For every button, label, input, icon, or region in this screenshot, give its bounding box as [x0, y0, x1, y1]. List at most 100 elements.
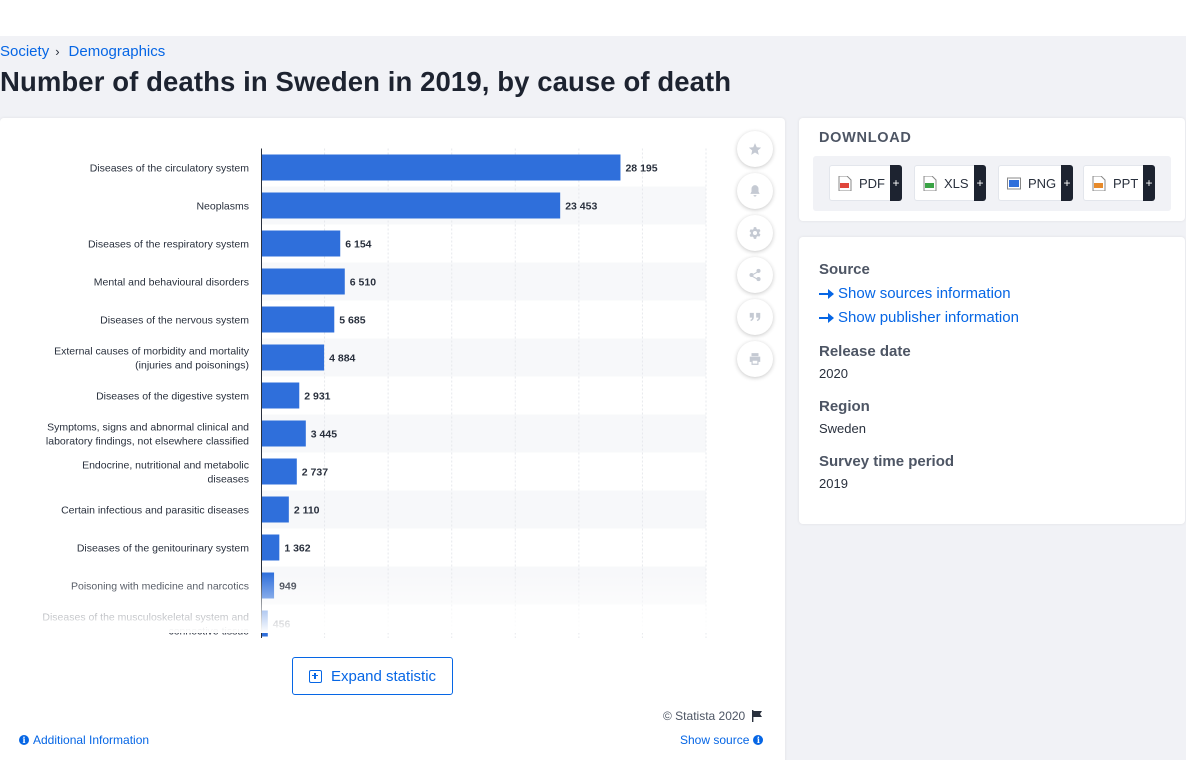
download-ppt-label: PPT: [1113, 175, 1139, 191]
bar: [262, 496, 289, 523]
bar: [262, 306, 335, 333]
download-title: DOWNLOAD: [819, 130, 912, 146]
download-png-plus[interactable]: +: [1061, 165, 1073, 201]
copyright-text: © Statista 2020: [663, 709, 746, 723]
region-title: Region: [819, 398, 870, 415]
download-pdf-plus[interactable]: +: [890, 165, 902, 201]
print-button[interactable]: [737, 341, 773, 377]
breadcrumb-separator: ›: [55, 44, 60, 59]
notification-button[interactable]: [737, 173, 773, 209]
category-label-line: Certain infectious and parasitic disease…: [61, 505, 249, 517]
show-sources-label: Show sources information: [838, 285, 1011, 302]
category-label: Diseases of the genitourinary system: [77, 543, 249, 555]
release-date-value: 2020: [819, 366, 848, 381]
category-label-line: Neoplasms: [196, 201, 249, 213]
category-label: Neoplasms: [196, 201, 249, 213]
category-label-line: Mental and behavioural disorders: [94, 277, 249, 289]
show-sources-link[interactable]: Show sources information: [819, 285, 1011, 302]
download-pdf-label: PDF: [859, 175, 885, 191]
download-card: DOWNLOAD PDF + XLS + PNG +: [799, 118, 1185, 221]
additional-information-label: Additional Information: [33, 733, 150, 747]
data-label: 4 884: [329, 353, 355, 365]
data-label: 2 931: [304, 391, 330, 403]
data-label: 3 445: [311, 429, 337, 441]
favorite-button[interactable]: [737, 131, 773, 167]
data-label: 6 510: [350, 277, 376, 289]
info-icon: i: [19, 735, 29, 745]
breadcrumb-demographics[interactable]: Demographics: [68, 43, 166, 60]
category-label-line: Diseases of the genitourinary system: [77, 543, 249, 555]
download-pdf-button[interactable]: PDF +: [829, 165, 902, 201]
bar: [262, 610, 268, 637]
pdf-file-icon: [838, 175, 852, 191]
row-band: [261, 490, 706, 529]
bar: [262, 192, 561, 219]
png-file-icon: [1007, 177, 1021, 189]
breadcrumb-society[interactable]: Society: [0, 43, 50, 60]
row-band: [261, 338, 706, 377]
settings-button[interactable]: [737, 215, 773, 251]
category-label-line: (injuries and poisonings): [135, 360, 249, 372]
share-icon: [749, 268, 761, 282]
category-label: Diseases of the respiratory system: [88, 239, 249, 251]
category-label-line: Diseases of the nervous system: [100, 315, 249, 327]
download-xls-button[interactable]: XLS +: [914, 165, 986, 201]
top-bar: [0, 0, 1186, 36]
additional-information-link[interactable]: i Additional Information: [19, 733, 149, 747]
show-publisher-link[interactable]: Show publisher information: [819, 309, 1019, 326]
bar: [262, 268, 345, 295]
category-label: Mental and behavioural disorders: [94, 277, 249, 289]
row-band: [261, 566, 706, 605]
chart-toolbar: [737, 131, 773, 383]
release-date-title: Release date: [819, 343, 911, 360]
show-source-label: Show source: [680, 733, 750, 747]
download-png-label: PNG: [1028, 175, 1057, 191]
share-button[interactable]: [737, 257, 773, 293]
survey-period-value: 2019: [819, 476, 848, 491]
bar-chart: 28 195 Diseases of the circulatory system…: [42, 148, 707, 638]
data-label: 2 737: [302, 467, 328, 479]
bar: [262, 572, 275, 599]
bar: [262, 534, 280, 561]
data-label: 949: [279, 581, 297, 593]
data-label: 1 362: [284, 543, 310, 555]
category-label-line: diseases: [208, 474, 249, 486]
download-xls-plus[interactable]: +: [974, 165, 986, 201]
flag-icon[interactable]: [751, 710, 763, 722]
bell-icon: [750, 185, 760, 197]
survey-period-title: Survey time period: [819, 453, 955, 470]
row-band: [261, 414, 706, 453]
info-icon: i: [753, 735, 764, 745]
data-label: 5 685: [339, 315, 365, 327]
bar: [262, 458, 297, 485]
show-publisher-label: Show publisher information: [838, 309, 1019, 326]
category-label: External causes of morbidity and mortali…: [54, 346, 250, 372]
bar: [262, 344, 325, 371]
show-source-link[interactable]: Show source i: [680, 733, 764, 747]
quote-icon: [749, 312, 761, 322]
category-label-line: Diseases of the musculoskeletal system a…: [42, 612, 249, 624]
category-label: Diseases of the musculoskeletal system a…: [42, 612, 249, 638]
download-ppt-plus[interactable]: +: [1143, 165, 1155, 201]
expand-statistic-button[interactable]: Expand statistic: [292, 657, 453, 695]
category-label: Diseases of the nervous system: [100, 315, 249, 327]
cite-button[interactable]: [737, 299, 773, 335]
source-card: Source Show sources information Show pub…: [799, 237, 1185, 524]
gear-icon: [749, 227, 761, 239]
category-label: Diseases of the circulatory system: [90, 163, 250, 175]
category-label: Diseases of the digestive system: [96, 391, 249, 403]
breadcrumb: Society › Demographics: [0, 43, 165, 60]
data-label: 2 110: [294, 505, 320, 517]
category-label-line: Poisoning with medicine and narcotics: [71, 581, 249, 593]
bar: [262, 382, 300, 409]
bar: [262, 154, 621, 181]
category-label-line: Diseases of the circulatory system: [90, 163, 250, 175]
data-label: 28 195: [625, 163, 657, 175]
category-label: Certain infectious and parasitic disease…: [61, 505, 249, 517]
download-png-button[interactable]: PNG +: [998, 165, 1073, 201]
download-ppt-button[interactable]: PPT +: [1083, 165, 1155, 201]
arrow-right-icon: [819, 288, 834, 299]
data-label: 456: [273, 619, 291, 631]
page-title: Number of deaths in Sweden in 2019, by c…: [0, 66, 732, 97]
download-xls-label: XLS: [944, 175, 969, 191]
